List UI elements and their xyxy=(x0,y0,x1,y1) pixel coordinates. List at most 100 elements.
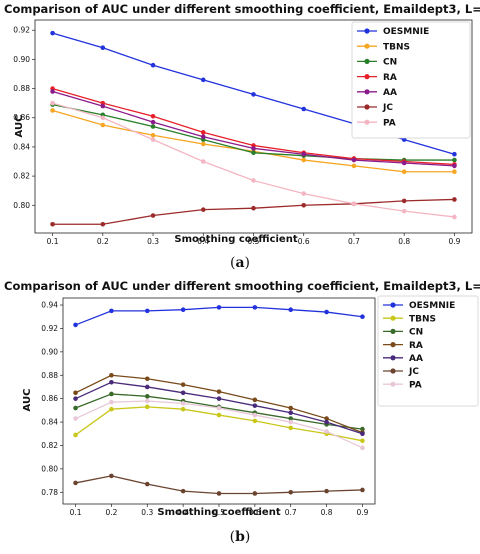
data-point-oesmnie xyxy=(288,307,294,313)
data-point-tbns xyxy=(200,141,206,147)
y-tick-label: 0.78 xyxy=(41,488,58,497)
data-point-aa xyxy=(452,163,457,169)
data-point-jc xyxy=(301,202,307,208)
legend-label-aa: AA xyxy=(409,354,423,364)
x-tick-label: 0.8 xyxy=(398,237,410,246)
y-tick-label: 0.80 xyxy=(41,464,58,473)
data-point-cn xyxy=(288,416,294,421)
chart-b-y-label: AUC xyxy=(22,389,33,412)
data-point-jc xyxy=(100,221,106,227)
x-tick-label: 0.4 xyxy=(197,237,209,246)
legend-swatch-marker xyxy=(364,104,370,110)
data-point-tbns xyxy=(452,169,457,175)
data-point-pa xyxy=(200,159,206,164)
data-point-oesmnie xyxy=(252,305,258,310)
x-tick-label: 0.1 xyxy=(47,237,59,246)
data-point-cn xyxy=(150,124,156,129)
data-point-aa xyxy=(50,89,55,94)
data-point-jc xyxy=(360,487,365,493)
data-point-oesmnie xyxy=(73,322,78,328)
chart-a-y-label: AUC xyxy=(14,115,25,138)
x-tick-label: 0.7 xyxy=(285,508,297,517)
x-tick-label: 0.2 xyxy=(97,237,109,246)
data-point-pa xyxy=(360,445,365,451)
data-point-tbns xyxy=(144,404,150,410)
data-point-jc xyxy=(73,480,78,486)
panel-label-a: (a) xyxy=(230,255,250,271)
data-point-tbns xyxy=(301,157,307,163)
data-point-cn xyxy=(73,405,78,411)
y-tick-label: 0.84 xyxy=(13,142,30,151)
x-tick-label: 0.9 xyxy=(448,237,460,246)
x-tick-label: 0.7 xyxy=(348,237,360,246)
data-point-aa xyxy=(73,396,78,401)
data-point-aa xyxy=(144,384,150,390)
data-point-cn xyxy=(144,394,150,399)
data-point-jc xyxy=(288,489,294,495)
data-point-tbns xyxy=(216,412,222,418)
chart-b-plot-area xyxy=(62,297,376,505)
x-tick-label: 0.9 xyxy=(356,508,368,517)
y-tick-label: 0.86 xyxy=(13,113,30,122)
data-point-aa xyxy=(301,151,307,157)
data-point-aa xyxy=(109,379,114,385)
data-point-oesmnie xyxy=(324,309,329,315)
data-point-jc xyxy=(216,491,222,496)
x-tick-label: 0.6 xyxy=(298,237,310,246)
x-tick-label: 0.5 xyxy=(248,237,260,246)
data-point-tbns xyxy=(252,418,258,424)
data-point-oesmnie xyxy=(200,77,206,83)
data-point-tbns xyxy=(50,108,55,113)
data-point-oesmnie xyxy=(360,314,365,320)
data-point-pa xyxy=(144,398,150,404)
chart-b-x-label: Smoothing coefficient xyxy=(157,507,280,518)
legend-label-ra: RA xyxy=(409,341,423,351)
legend-swatch-marker xyxy=(390,355,396,361)
data-point-pa xyxy=(216,405,222,411)
legend-label-ra: RA xyxy=(383,73,397,83)
x-tick-label: 0.1 xyxy=(70,508,82,517)
x-tick-label: 0.5 xyxy=(213,508,225,517)
legend-box xyxy=(377,295,479,407)
data-point-oesmnie xyxy=(100,45,106,51)
legend-swatch-marker xyxy=(390,342,396,348)
data-point-aa xyxy=(324,419,329,425)
chart-a: Comparison of AUC under different smooth… xyxy=(4,2,480,271)
data-point-tbns xyxy=(401,169,407,175)
data-point-oesmnie xyxy=(216,305,222,310)
legend-swatch-marker xyxy=(390,302,396,308)
legend-label-aa: AA xyxy=(383,88,397,98)
legend-label-cn: CN xyxy=(383,58,397,68)
data-point-aa xyxy=(216,396,222,401)
legend-label-cn: CN xyxy=(409,328,423,338)
data-point-ra xyxy=(252,397,258,403)
data-point-aa xyxy=(100,103,106,109)
data-point-jc xyxy=(180,488,186,494)
data-point-oesmnie xyxy=(50,30,55,36)
chart-a-title: Comparison of AUC under different smooth… xyxy=(4,2,480,16)
legend-swatch-marker xyxy=(390,315,396,321)
y-tick-label: 0.88 xyxy=(13,84,30,93)
data-point-aa xyxy=(251,146,256,151)
data-point-aa xyxy=(288,410,294,416)
data-point-tbns xyxy=(351,163,357,169)
legend-swatch-marker xyxy=(390,328,396,334)
data-point-pa xyxy=(73,416,78,421)
data-point-tbns xyxy=(360,438,365,444)
legend-swatch-marker xyxy=(364,28,370,34)
y-tick-label: 0.82 xyxy=(41,441,58,450)
x-tick-label: 0.8 xyxy=(321,508,333,517)
x-tick-label: 0.3 xyxy=(147,237,159,246)
data-point-jc xyxy=(144,481,150,487)
data-point-aa xyxy=(401,160,407,166)
data-point-pa xyxy=(452,214,457,220)
data-point-pa xyxy=(324,429,329,434)
data-point-pa xyxy=(180,401,186,406)
data-point-jc xyxy=(109,473,114,479)
data-point-pa xyxy=(288,419,294,425)
data-point-tbns xyxy=(109,406,114,412)
data-point-cn xyxy=(251,150,256,156)
legend-swatch-marker xyxy=(364,74,370,80)
legend-swatch-marker xyxy=(364,58,370,64)
data-point-oesmnie xyxy=(401,137,407,142)
